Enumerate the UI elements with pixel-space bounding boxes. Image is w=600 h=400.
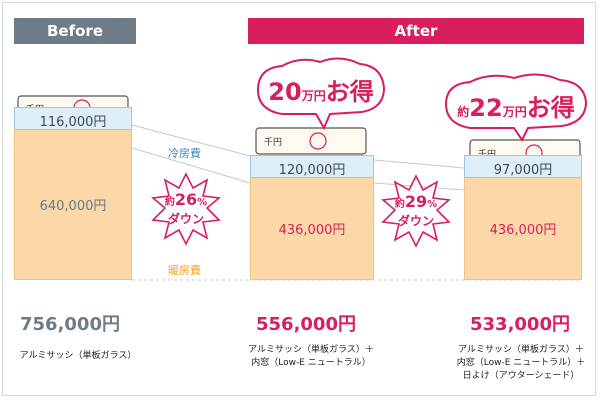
bar-cooling-segment: 116,000円: [14, 107, 132, 130]
bar-cooling-segment: 120,000円: [250, 155, 374, 178]
savings-amount: 20: [268, 78, 302, 106]
caption-after-1: アルミサッシ（単板ガラス）＋ 内窓（Low-E ニュートラル）: [236, 344, 386, 370]
savings-bubble: [256, 57, 386, 131]
total-label-after-1: 556,000円: [256, 314, 356, 335]
heating-label: 暖房費: [168, 264, 201, 277]
after-header: After: [248, 18, 584, 44]
bar-heating-label: 436,000円: [278, 223, 346, 238]
savings-suffix: お得: [325, 78, 374, 106]
bar-cooling-label: 116,000円: [39, 115, 107, 130]
reduction-text-2: 約29% ダウン: [386, 194, 446, 229]
reduction-burst: [381, 174, 451, 248]
savings-unit: 万円: [301, 89, 326, 103]
bar-cooling-segment: 97,000円: [464, 155, 582, 178]
reduction-unit: %: [197, 197, 208, 208]
reduction-word: ダウン: [167, 212, 204, 226]
connector-line-heating-1: [131, 147, 251, 184]
caption-line: アルミサッシ（単板ガラス）＋: [458, 345, 584, 355]
reduction-prefix: 約: [164, 197, 175, 208]
svg-text:千円: 千円: [478, 149, 496, 160]
savings-unit: 万円: [502, 105, 527, 119]
savings-prefix: 約: [457, 105, 470, 119]
bar-cooling-label: 97,000円: [493, 163, 553, 178]
caption-after-2: アルミサッシ（単板ガラス）＋ 内窓（Low-E ニュートラル）＋ 日よけ（アウタ…: [446, 344, 596, 383]
reduction-prefix: 約: [394, 199, 405, 210]
bar-heating-segment: 436,000円: [250, 178, 374, 280]
bar-heating-segment: 436,000円: [464, 178, 582, 280]
savings-amount: 22: [469, 94, 503, 122]
caption-line: 日よけ（アウターシェード）: [462, 371, 580, 381]
bar-heating-label: 436,000円: [489, 223, 557, 238]
reduction-pct: 29: [404, 192, 428, 211]
svg-text:千円: 千円: [264, 137, 282, 148]
reduction-word: ダウン: [397, 214, 434, 228]
total-label-after-2: 533,000円: [470, 314, 570, 335]
caption-line: アルミサッシ（単板ガラス）: [19, 351, 137, 361]
savings-text-2: 約22万円お得: [446, 88, 586, 123]
reduction-text-1: 約26% ダウン: [156, 192, 216, 227]
bar-cooling-label: 120,000円: [278, 163, 346, 178]
savings-suffix: お得: [526, 94, 575, 122]
reduction-unit: %: [427, 199, 438, 210]
caption-line: アルミサッシ（単板ガラス）＋: [248, 345, 374, 355]
reduction-pct: 26: [174, 190, 198, 209]
caption-line: 内窓（Low-E ニュートラル）＋: [456, 358, 586, 368]
money-icon: 千円: [255, 127, 367, 155]
chart-frame: [2, 2, 596, 396]
before-header: Before: [14, 18, 136, 44]
bar-heating-label: 640,000円: [39, 199, 107, 214]
bar-heating-segment: 640,000円: [14, 130, 132, 280]
savings-bubble: [444, 73, 588, 142]
connector-line-cooling-1: [131, 124, 251, 157]
cooling-label: 冷房費: [168, 147, 201, 160]
reduction-burst: [151, 172, 221, 246]
caption-before: アルミサッシ（単板ガラス）: [8, 350, 148, 363]
connector-line-cooling-2: [373, 159, 465, 169]
total-label-before: 756,000円: [20, 314, 120, 335]
caption-line: 内窓（Low-E ニュートラル）: [251, 358, 371, 368]
savings-text-1: 20万円お得: [258, 72, 384, 107]
